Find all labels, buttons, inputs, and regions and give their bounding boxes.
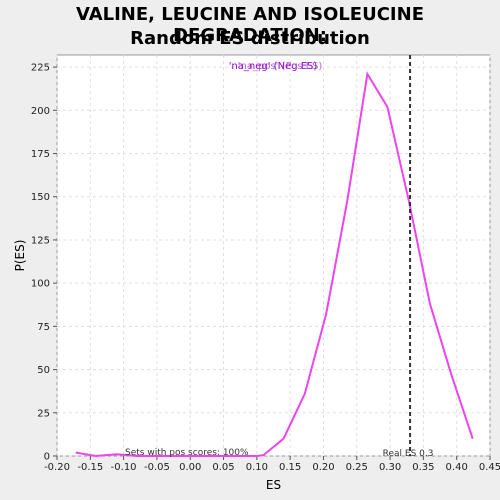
- y-tick-label: 125: [31, 235, 50, 246]
- x-axis-ticks: -0.20 -0.15 -0.10 -0.05 0.00 0.05 0.10 0.15 0.20…: [44, 456, 500, 473]
- y-tick-label: 75: [37, 322, 50, 333]
- x-tick-label: -0.20: [44, 462, 70, 473]
- plot-area: [56, 54, 491, 457]
- legend-entry-pos: 'na_pos' (Pos ES): [238, 61, 323, 72]
- x-tick-label: 0.30: [379, 462, 401, 473]
- legend-entry-neg: 'na_neg' (Neg ES): [229, 61, 318, 72]
- x-tick-label: -0.05: [144, 462, 170, 473]
- x-tick-label: 0.15: [279, 462, 301, 473]
- x-tick-label: 0.35: [412, 462, 434, 473]
- y-axis-label: P(ES): [13, 240, 27, 272]
- x-tick-label: 0.25: [346, 462, 368, 473]
- chart-title-line-1: VALINE, LEUCINE AND ISOLEUCINE DEGRADATI…: [75, 4, 424, 46]
- chart-title-line-2: Random ES distribution: [130, 28, 370, 49]
- y-tick-label: 100: [31, 279, 50, 290]
- x-tick-label: 0.00: [179, 462, 201, 473]
- y-tick-label: 150: [31, 192, 50, 203]
- y-tick-label: 225: [31, 63, 50, 74]
- y-tick-label: 0: [44, 452, 50, 463]
- real-es-annotation: Real ES 0.3: [383, 449, 434, 459]
- x-tick-label: 0.10: [246, 462, 268, 473]
- sets-with-pos-annotation: Sets with pos scores: 100%: [125, 448, 249, 458]
- y-tick-label: 200: [31, 106, 50, 117]
- x-tick-label: 0.45: [479, 462, 500, 473]
- y-axis-ticks: 0 25 50 75 100 125 150 175 200 225: [31, 63, 57, 463]
- x-tick-label: 0.20: [312, 462, 334, 473]
- x-tick-label: 0.05: [212, 462, 234, 473]
- x-tick-label: 0.40: [446, 462, 468, 473]
- grid-lines: [56, 55, 491, 457]
- y-tick-label: 175: [31, 149, 50, 160]
- y-tick-label: 50: [37, 365, 50, 376]
- x-tick-label: -0.10: [111, 462, 137, 473]
- y-tick-label: 25: [37, 408, 50, 419]
- x-axis-label: ES: [266, 478, 281, 492]
- x-tick-label: -0.15: [77, 462, 103, 473]
- series-line: [75, 71, 474, 458]
